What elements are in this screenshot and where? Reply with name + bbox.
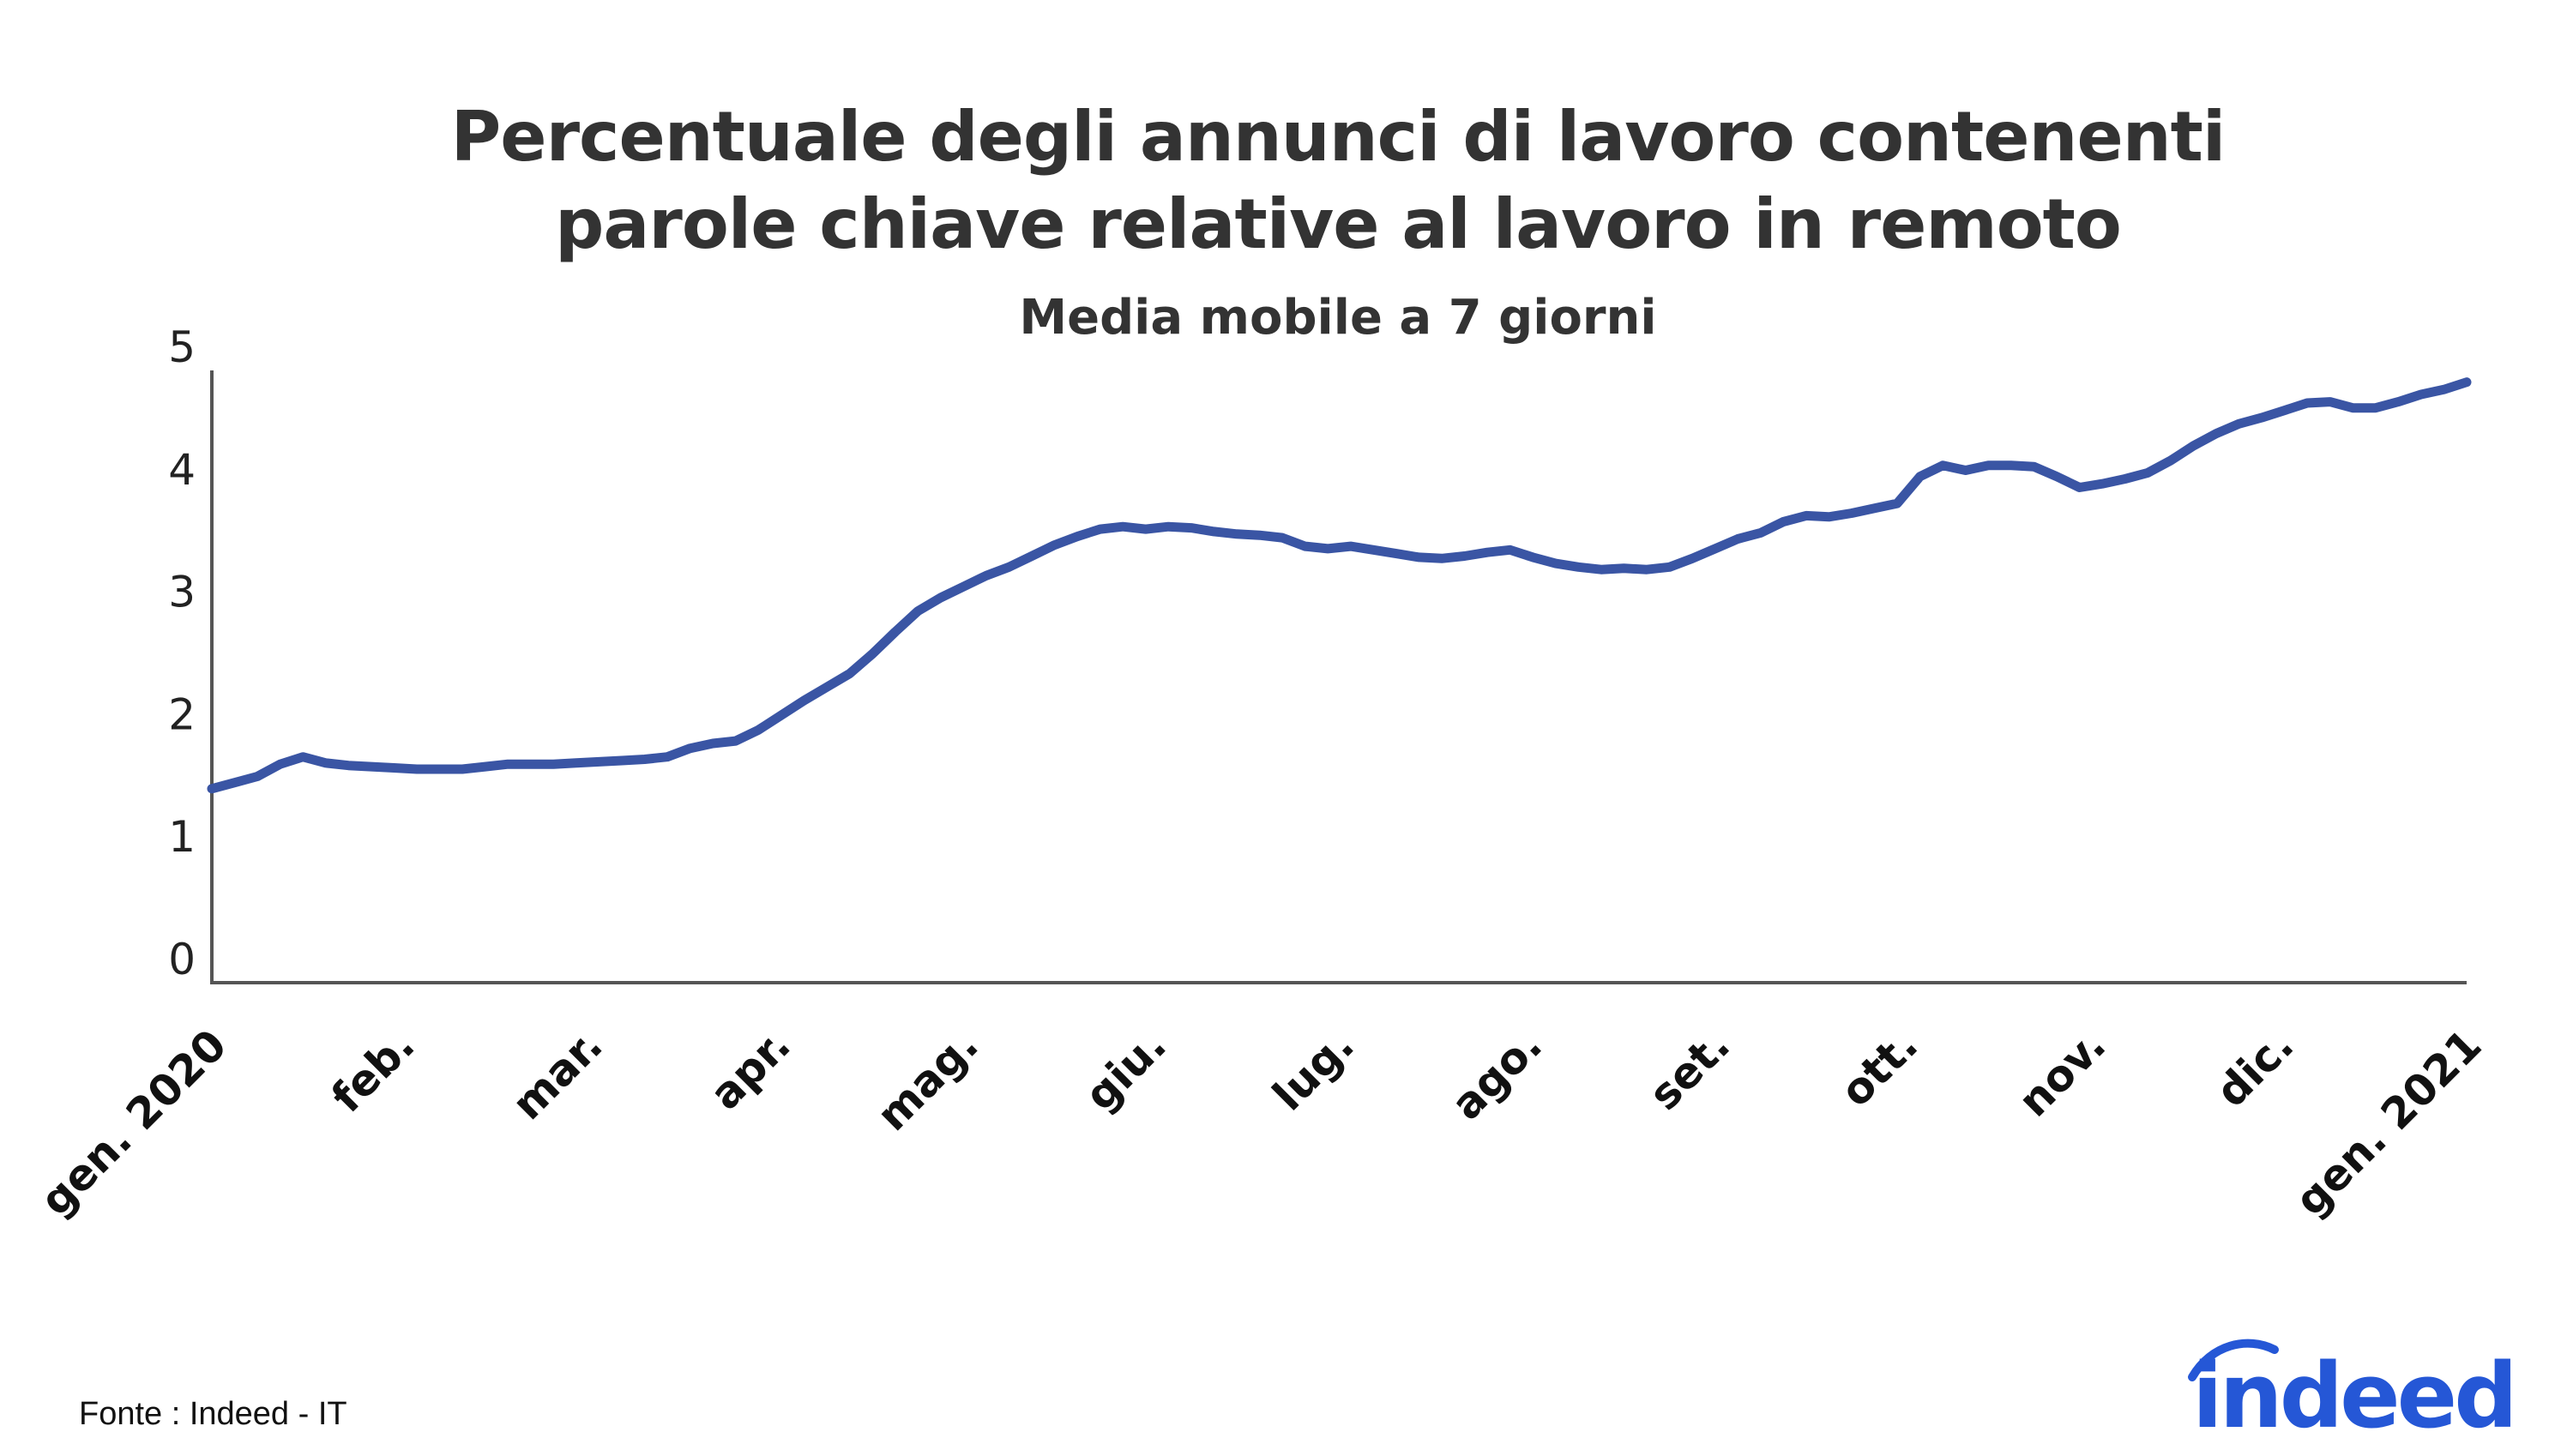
x-axis-ticks: gen. 2020 feb. mar. apr. mag. giu. lug. ago. set… — [31, 1020, 2492, 1225]
indeed-logo: indeed — [2185, 1339, 2518, 1456]
x-tick-label: mag. — [867, 1020, 987, 1140]
chart-title-line-2: parole chiave relative al lavoro in remo… — [555, 184, 2122, 264]
series-line-remote-work-share — [207, 377, 2472, 794]
y-tick-label-5: 5 — [168, 322, 196, 372]
x-tick-label: set. — [1640, 1020, 1739, 1119]
x-tick-label: giu. — [1076, 1020, 1176, 1120]
x-tick-label: nov. — [2009, 1020, 2115, 1126]
y-axis-ticks: 0 1 2 3 4 5 — [168, 322, 196, 984]
x-tick-label: ago. — [1442, 1020, 1552, 1129]
x-tick-label: dic. — [2207, 1020, 2304, 1116]
x-tick-label: mar. — [503, 1020, 612, 1129]
y-tick-label-3: 3 — [168, 568, 196, 617]
x-tick-label: gen. 2021 — [2286, 1020, 2492, 1225]
logo-wordmark: indeed — [2192, 1344, 2518, 1448]
chart-title-line-1: Percentuale degli annunci di lavoro cont… — [450, 97, 2227, 177]
y-tick-label-1: 1 — [168, 812, 196, 862]
x-tick-label: feb. — [322, 1020, 424, 1122]
y-tick-label-0: 0 — [168, 935, 196, 984]
x-tick-label: lug. — [1263, 1020, 1364, 1120]
x-tick-label: apr. — [701, 1020, 800, 1119]
chart-subtitle: Media mobile a 7 giorni — [1019, 290, 1657, 346]
x-tick-label: ott. — [1831, 1020, 1928, 1116]
logo-arc-icon — [2188, 1339, 2279, 1381]
y-tick-label-2: 2 — [168, 689, 196, 739]
y-tick-label-4: 4 — [168, 445, 196, 495]
x-tick-label: gen. 2020 — [31, 1020, 237, 1225]
source-note: Fonte : Indeed - IT — [79, 1396, 347, 1432]
